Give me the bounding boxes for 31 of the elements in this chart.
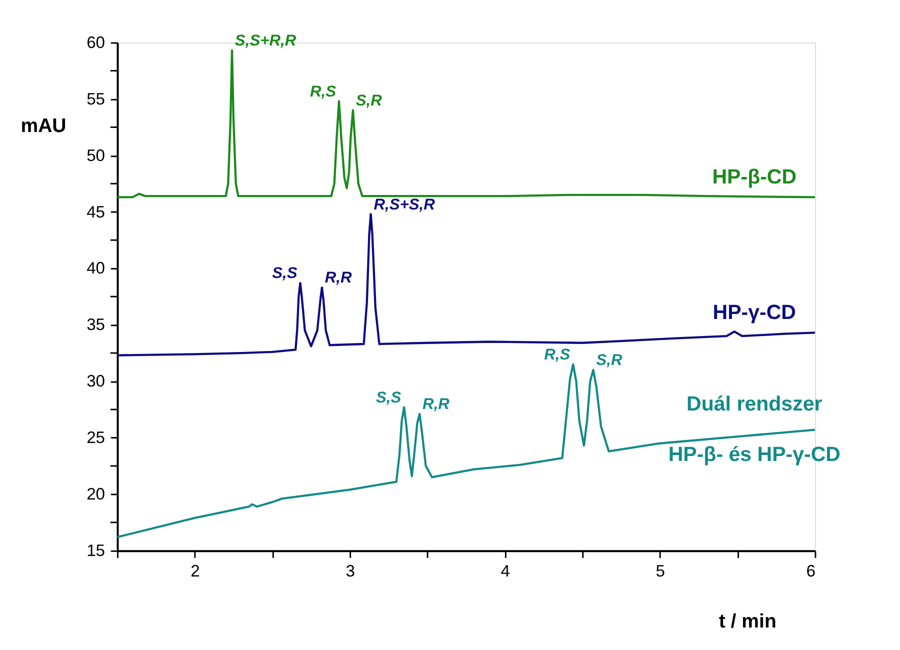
x-tick-label: 5 (656, 562, 666, 581)
annotation: R,S+S,R (374, 196, 436, 214)
annotation: S,S (272, 265, 298, 282)
y-tick-label: 30 (86, 372, 106, 391)
y-tick-label: 45 (86, 202, 106, 222)
annotation: S,R (356, 92, 383, 110)
text: Duál rendszer HP-β- és HP-γ-CD (668, 392, 840, 466)
y-tick-label: 20 (86, 484, 106, 504)
series-label: HP-γ-CD (712, 301, 796, 324)
x-tick-label: 4 (500, 562, 510, 581)
annotation: R,S (310, 83, 337, 100)
series-label: HP-β-CD (712, 166, 797, 189)
y-tick-label: 15 (86, 541, 106, 560)
y-tick-label: 60 (86, 32, 106, 52)
annotation: S,S (376, 389, 402, 406)
x-tick-label: 2 (190, 562, 200, 581)
annotation: S,R (596, 352, 623, 370)
y-tick-label: 40 (86, 258, 106, 278)
x-axis-title: t / min (718, 610, 776, 632)
annotation: S,S+R,R (234, 32, 297, 50)
x-tick-label: 3 (346, 562, 355, 581)
y-axis-title: mAU (20, 114, 66, 137)
y-tick-label: 25 (86, 428, 106, 448)
y-tick-label: 50 (86, 146, 106, 165)
x-tick-label: 6 (806, 562, 816, 581)
annotation: R,S (544, 346, 571, 364)
y-tick-label: 55 (86, 89, 106, 108)
annotation: R,R (422, 396, 450, 414)
y-tick-label: 35 (86, 315, 106, 334)
annotation: R,R (324, 270, 352, 287)
line-series (117, 49, 815, 198)
